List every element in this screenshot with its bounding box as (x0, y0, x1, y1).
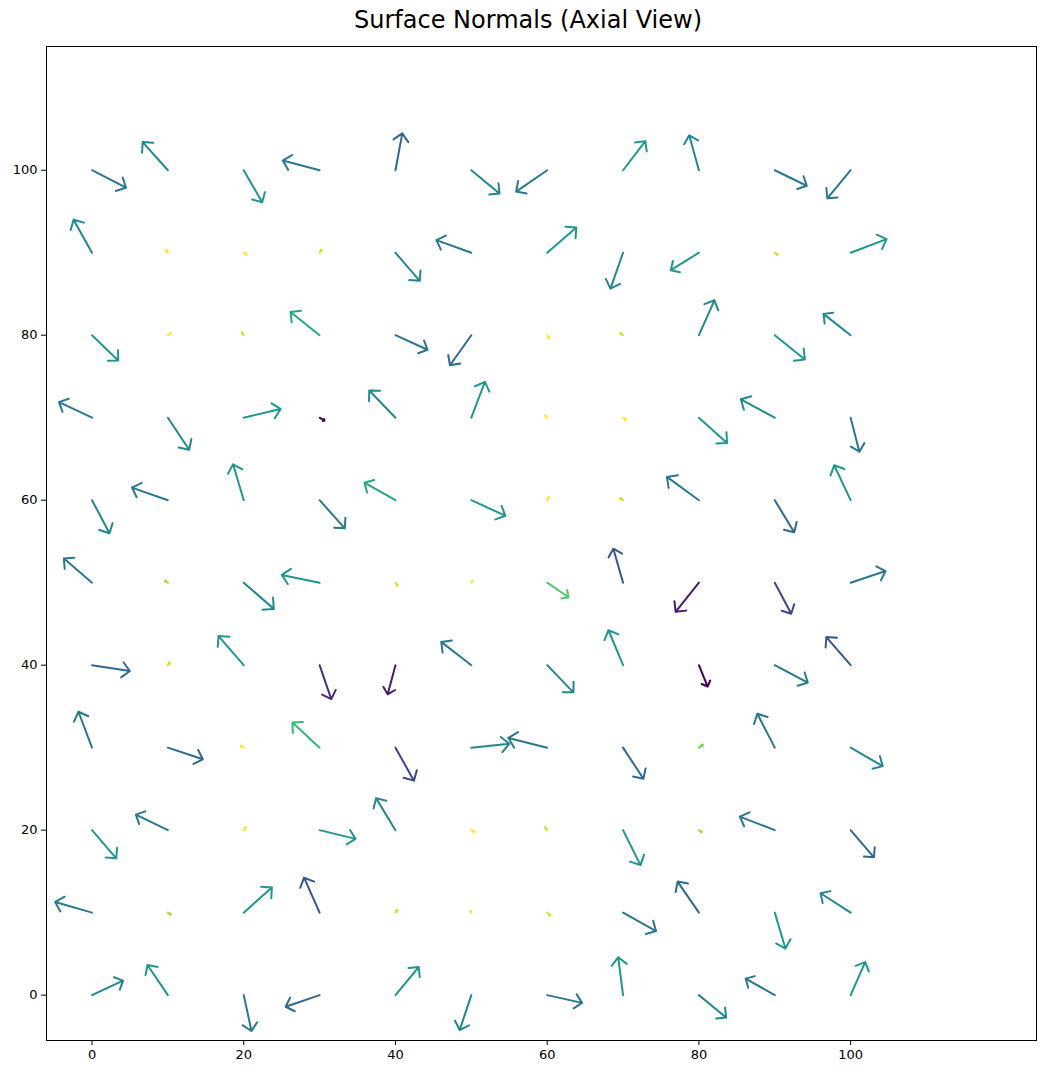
svg-text:100: 100 (13, 162, 38, 177)
svg-text:80: 80 (691, 1047, 708, 1062)
svg-text:60: 60 (21, 492, 38, 507)
svg-text:40: 40 (21, 657, 38, 672)
svg-text:80: 80 (21, 327, 38, 342)
svg-text:0: 0 (29, 987, 37, 1002)
svg-text:20: 20 (21, 822, 38, 837)
svg-text:40: 40 (387, 1047, 404, 1062)
svg-text:60: 60 (539, 1047, 556, 1062)
svg-text:100: 100 (838, 1047, 863, 1062)
html-text:Surface Normals (Axial View): Surface Normals (Axial View) (354, 6, 702, 34)
svg-text:0: 0 (88, 1047, 96, 1062)
svg-text:20: 20 (235, 1047, 252, 1062)
